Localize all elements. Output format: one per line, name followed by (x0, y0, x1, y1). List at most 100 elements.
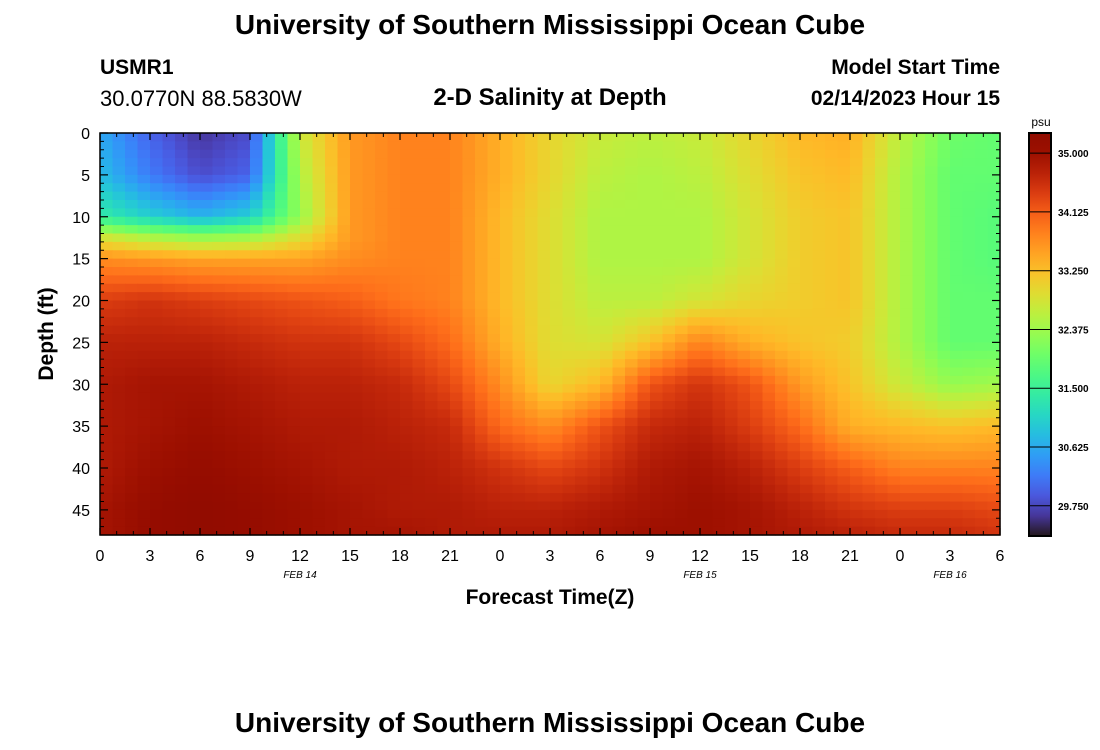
heatmap-cell (637, 476, 651, 486)
heatmap-cell (400, 308, 414, 318)
heatmap-cell (975, 476, 989, 486)
heatmap-cell (425, 342, 439, 352)
x-axis-label: Forecast Time(Z) (466, 586, 635, 609)
heatmap-cell (225, 426, 239, 436)
heatmap-cell (475, 166, 489, 176)
heatmap-cell (575, 476, 589, 486)
heatmap-cell (850, 468, 864, 477)
heatmap-cell (662, 434, 676, 444)
heatmap-cell (637, 334, 651, 343)
heatmap-cell (600, 334, 614, 343)
heatmap-cell (225, 526, 239, 536)
heatmap-cell (712, 283, 726, 293)
heatmap-cell (775, 493, 789, 503)
heatmap-cell (762, 183, 776, 193)
heatmap-cell (312, 225, 326, 235)
heatmap-cell (112, 367, 126, 377)
heatmap-cell (975, 501, 989, 511)
heatmap-cell (975, 493, 989, 503)
heatmap-cell (812, 308, 826, 318)
heatmap-cell (600, 208, 614, 218)
heatmap-cell (100, 158, 114, 168)
heatmap-cell (750, 183, 764, 193)
heatmap-cell (125, 451, 139, 461)
heatmap-cell (575, 526, 589, 536)
heatmap-cell (800, 375, 814, 385)
heatmap-cell (750, 141, 764, 151)
heatmap-cell (137, 509, 151, 519)
heatmap-cell (950, 267, 964, 276)
heatmap-cell (987, 359, 1001, 369)
heatmap-cell (612, 325, 626, 335)
heatmap-cell (512, 216, 526, 226)
heatmap-cell (162, 241, 176, 251)
heatmap-cell (762, 417, 776, 427)
heatmap-cell (887, 191, 901, 201)
heatmap-cell (137, 409, 151, 419)
heatmap-cell (562, 300, 576, 310)
heatmap-cell (937, 208, 951, 218)
heatmap-cell (362, 216, 376, 226)
heatmap-cell (287, 401, 301, 410)
heatmap-cell (412, 308, 426, 318)
heatmap-cell (500, 174, 514, 184)
heatmap-cell (712, 518, 726, 528)
heatmap-cell (625, 484, 639, 494)
heatmap-cell (475, 493, 489, 503)
heatmap-cell (387, 518, 401, 528)
heatmap-cell (537, 149, 551, 159)
heatmap-cell (487, 342, 501, 352)
heatmap-cell (637, 350, 651, 360)
heatmap-cell (712, 367, 726, 377)
heatmap-cell (600, 484, 614, 494)
heatmap-cell (600, 267, 614, 276)
heatmap-cell (187, 292, 201, 302)
heatmap-cell (850, 334, 864, 343)
heatmap-cell (962, 384, 976, 394)
heatmap-cell (237, 300, 251, 310)
heatmap-cell (462, 484, 476, 494)
heatmap-cell (525, 442, 539, 452)
heatmap-cell (325, 317, 339, 327)
date-labels: FEB 14 FEB 15 FEB 16 (283, 570, 967, 581)
heatmap-cell (887, 526, 901, 536)
heatmap-cell (850, 174, 864, 184)
heatmap-cell (225, 141, 239, 151)
heatmap-cell (450, 375, 464, 385)
heatmap-cell (475, 275, 489, 285)
heatmap-cell (675, 359, 689, 369)
heatmap-cell (187, 401, 201, 410)
heatmap-cell (587, 417, 601, 427)
heatmap-cell (737, 484, 751, 494)
heatmap-cell (912, 308, 926, 318)
heatmap-cell (475, 409, 489, 419)
heatmap-cell (525, 459, 539, 469)
heatmap-cell (600, 300, 614, 310)
heatmap-cell (450, 434, 464, 444)
y-tick-label: 5 (81, 168, 90, 185)
heatmap-cell (912, 233, 926, 243)
heatmap-cell (987, 141, 1001, 151)
heatmap-cell (275, 468, 289, 477)
heatmap-cell (887, 434, 901, 444)
heatmap-cell (787, 334, 801, 343)
heatmap-cell (712, 350, 726, 360)
heatmap-cell (937, 141, 951, 151)
heatmap-cell (400, 300, 414, 310)
heatmap-cell (612, 233, 626, 243)
heatmap-cell (612, 275, 626, 285)
heatmap-cell (862, 283, 876, 293)
heatmap-cell (187, 442, 201, 452)
heatmap-cell (537, 200, 551, 209)
heatmap-cell (912, 476, 926, 486)
heatmap-cell (737, 468, 751, 477)
heatmap-cell (987, 166, 1001, 176)
heatmap-cell (537, 426, 551, 436)
heatmap-cell (512, 367, 526, 377)
heatmap-cell (175, 174, 189, 184)
heatmap-cell (562, 518, 576, 528)
heatmap-cell (687, 166, 701, 176)
heatmap-cell (337, 518, 351, 528)
heatmap-cell (762, 468, 776, 477)
heatmap-cell (437, 149, 451, 159)
